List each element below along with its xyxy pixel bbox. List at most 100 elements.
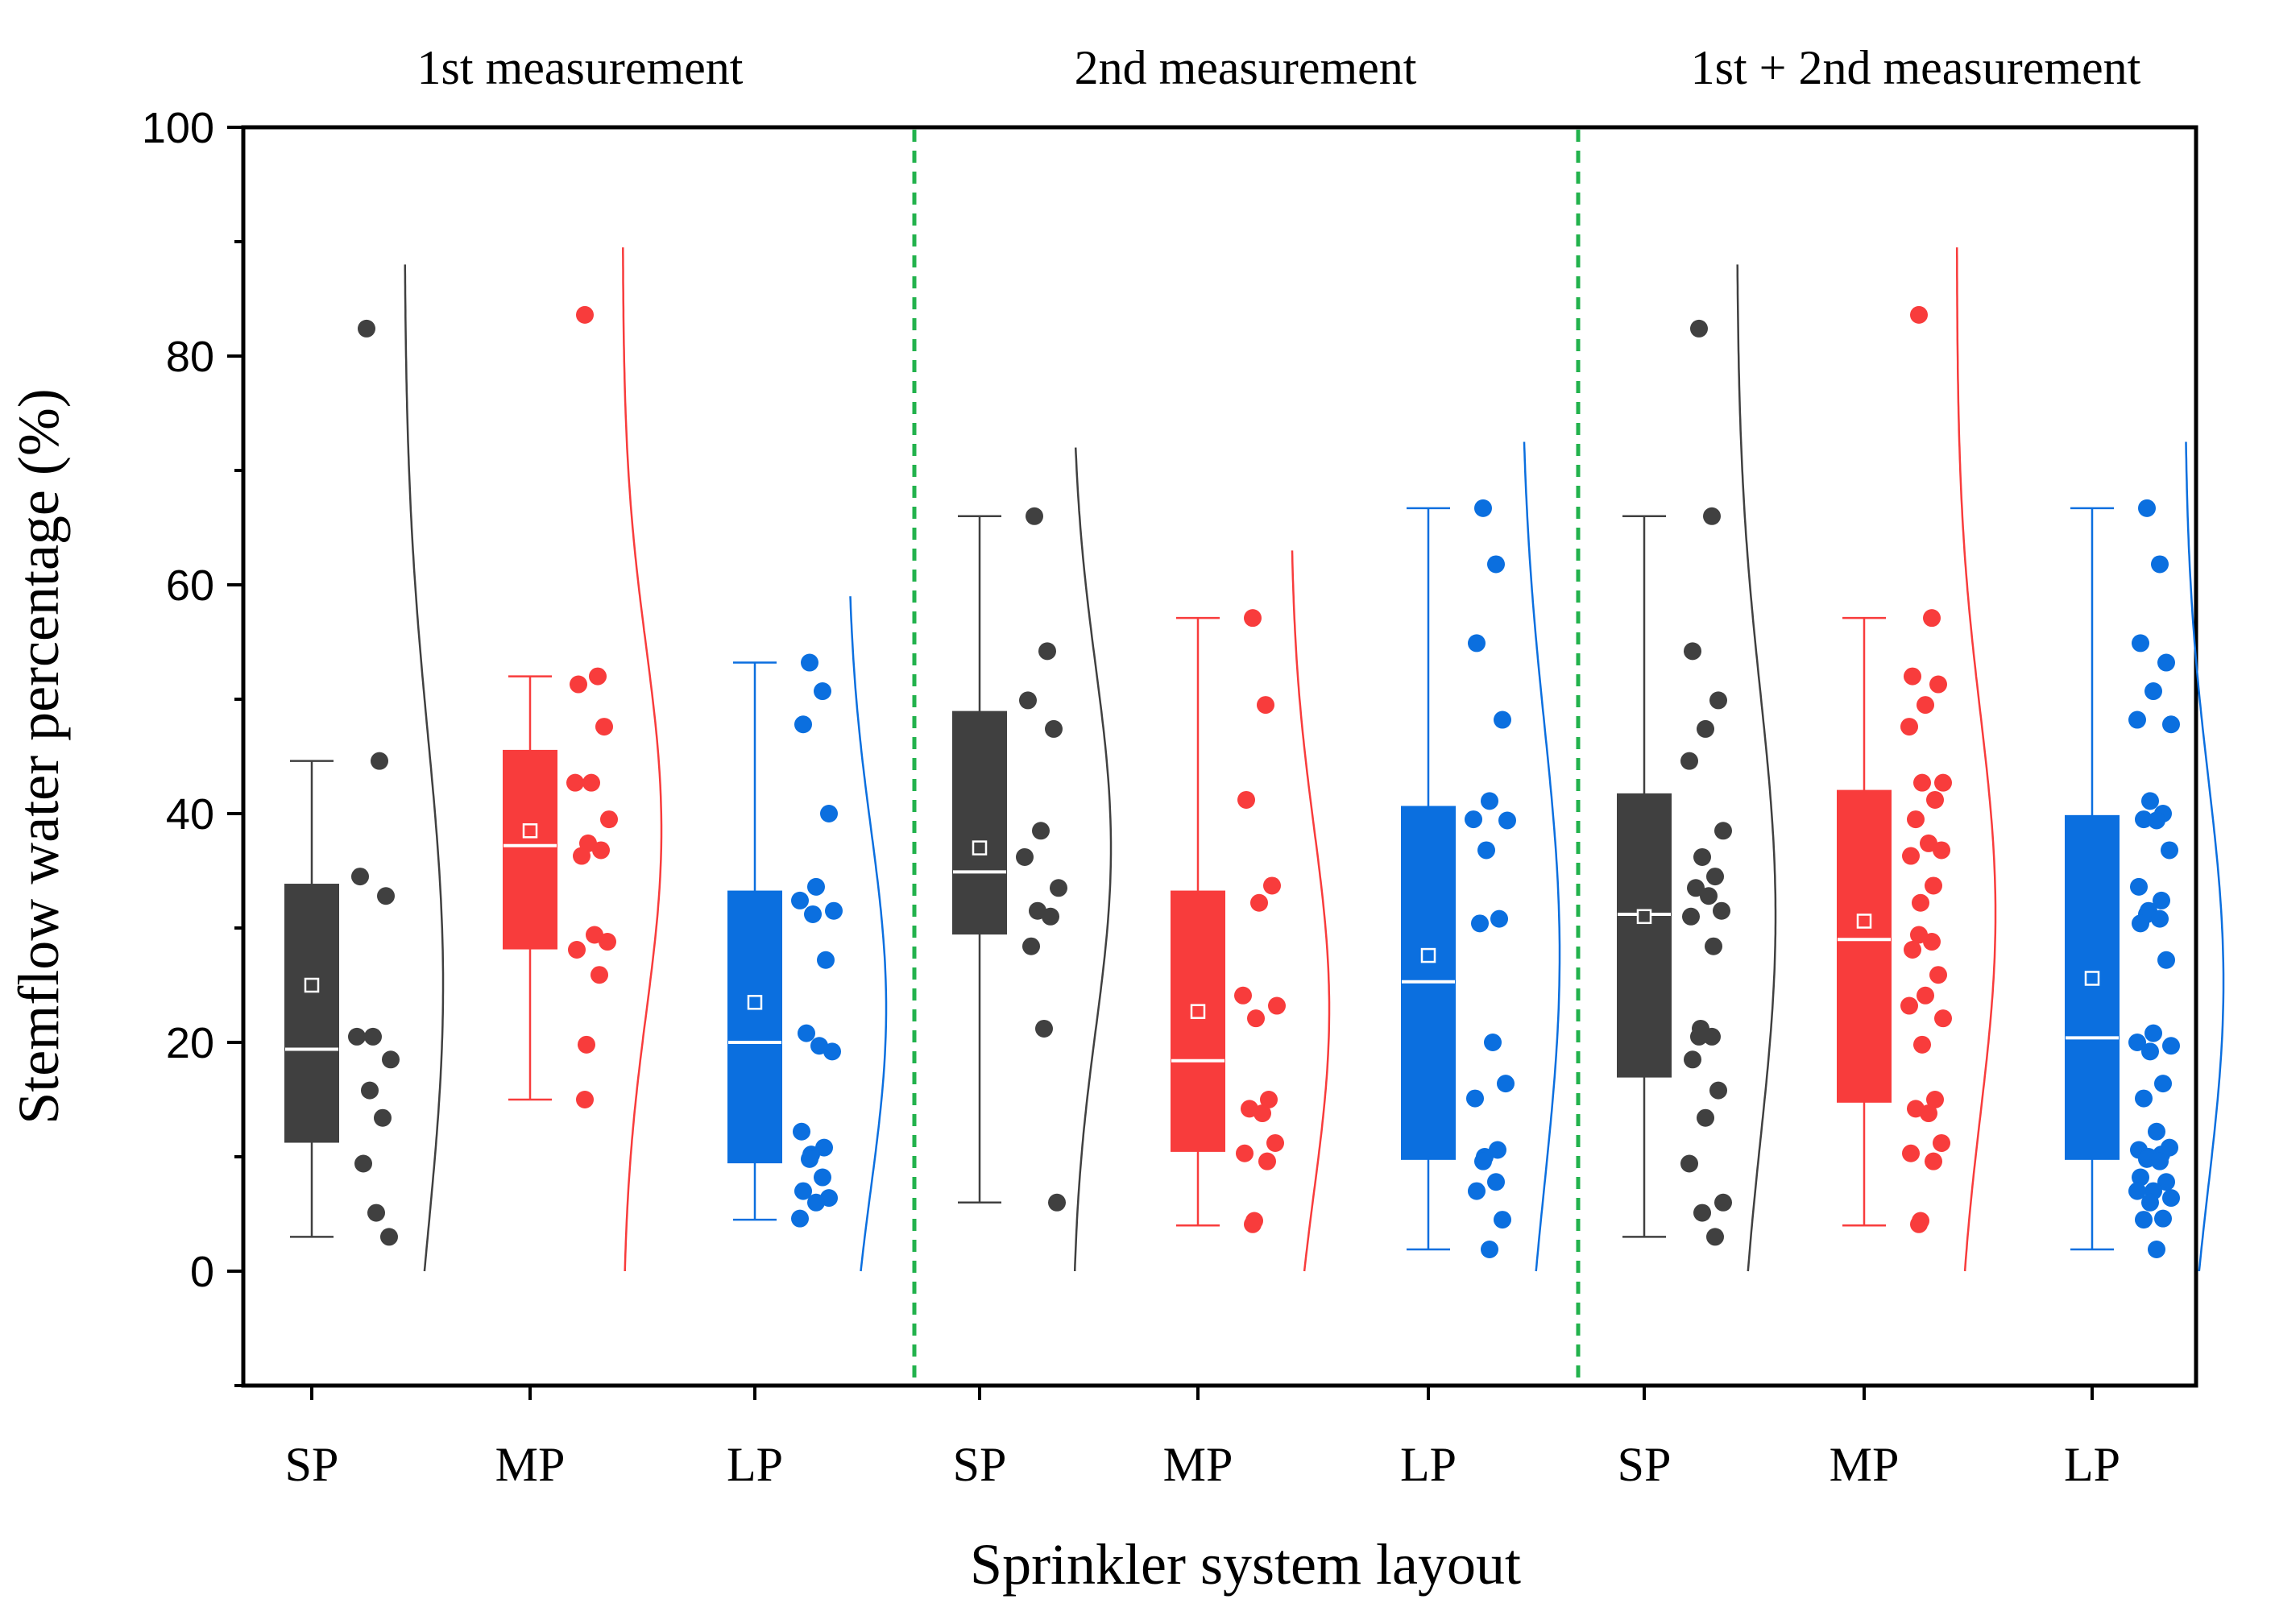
g3-mp-data-point — [1912, 893, 1929, 912]
g1-mp-data-point — [566, 773, 584, 792]
g2-lp-data-point — [1494, 1211, 1511, 1229]
g3-sp-data-point — [1714, 822, 1732, 840]
g1-lp-data-point — [820, 805, 838, 822]
g3-mp-data-point — [1900, 718, 1918, 736]
g3-lp-density-curve — [2185, 441, 2225, 1272]
g1-lp-data-point — [817, 951, 835, 969]
g3-mp-data-point — [1926, 1091, 1944, 1108]
g1-sp-data-point — [354, 1154, 372, 1173]
g3-lp-data-point — [2157, 653, 2175, 672]
g3-sp-data-point — [1693, 1204, 1711, 1222]
g1-mp-box — [503, 749, 557, 950]
g1-lp-data-point — [804, 905, 822, 923]
g1-mp-data-point — [599, 933, 616, 951]
x-tick-label: MP — [1830, 1438, 1900, 1491]
g3-sp-data-point — [1706, 1228, 1724, 1246]
y-tick-label: 60 — [166, 561, 214, 610]
g3-mp-data-point — [1917, 696, 1934, 715]
g3-sp-data-point — [1684, 642, 1701, 661]
x-tick-label: SP — [1618, 1438, 1672, 1491]
g3-mp-data-point — [1934, 1009, 1952, 1028]
g2-mp-data-point — [1257, 696, 1274, 715]
g2-mp-data-point — [1258, 1152, 1276, 1170]
g3-mp-data-point — [1920, 1104, 1937, 1123]
g3-lp-data-point — [2141, 1193, 2159, 1212]
group-title-1: 1st measurement — [417, 41, 744, 94]
g2-lp-data-point — [1497, 1075, 1515, 1093]
g3-lp-data-point — [2130, 877, 2148, 896]
g3-sp-data-point — [1680, 1154, 1698, 1173]
g2-lp-data-point — [1466, 1089, 1484, 1108]
y-tick-label: 100 — [142, 104, 214, 152]
y-axis: 0 20 40 60 80 100 — [142, 104, 243, 1387]
g2-mp-box — [1171, 890, 1225, 1152]
g3-mp-box — [1837, 789, 1892, 1103]
g2-mp-data-point — [1268, 996, 1286, 1015]
g3-sp-data-point — [1697, 719, 1714, 738]
x-tick-label: SP — [953, 1438, 1007, 1491]
g3-sp-data-point — [1709, 1081, 1727, 1100]
g1-sp-data-point — [361, 1081, 379, 1100]
group-titles: 1st measurement 2nd measurement 1st + 2n… — [417, 41, 2141, 94]
g3-sp-data-point — [1684, 1050, 1701, 1069]
g2-sp-mean — [972, 840, 988, 856]
g3-sp-data-point — [1687, 879, 1705, 897]
g1-lp-data-point — [801, 1150, 818, 1168]
g3-lp-data-point — [2141, 1042, 2159, 1061]
g3-sp-box — [1617, 793, 1672, 1078]
g3-lp-data-point — [2135, 810, 2153, 829]
g2-mp-data-point — [1236, 1144, 1254, 1162]
g1-sp-density-curve — [404, 264, 445, 1272]
g3-mp-data-point — [1910, 305, 1928, 324]
g3-lp-data-point — [2128, 1182, 2146, 1200]
g3-lp-data-point — [2162, 715, 2180, 734]
g1-mp-data-point — [589, 667, 607, 686]
g3-mp-data-point — [1923, 609, 1941, 628]
g3-lp-data-point — [2138, 499, 2156, 517]
g1-lp-data-point — [791, 1209, 809, 1228]
g3-sp-data-point — [1690, 319, 1708, 338]
g3-lp-data-point — [2144, 682, 2162, 701]
g2-lp-data-point — [1465, 810, 1482, 829]
g3-mp-data-point — [1925, 1152, 1942, 1170]
g3-lp-data-point — [2148, 811, 2165, 830]
g3-sp-data-point — [1680, 752, 1698, 770]
g2-mp-data-point — [1234, 986, 1252, 1005]
g1-mp-data-point — [568, 940, 586, 959]
g3-mp-data-point — [1929, 966, 1947, 984]
g1-sp-data-point — [371, 752, 388, 770]
g3-sp-data-point — [1706, 868, 1724, 886]
g2-lp-data-point — [1468, 634, 1486, 652]
g1-lp-data-point — [823, 1042, 841, 1061]
g1-sp-data-point — [358, 319, 375, 338]
g3-lp-data-point — [2153, 891, 2170, 909]
g3-mp-data-point — [1926, 790, 1944, 809]
g1-lp-box — [727, 890, 782, 1164]
g3-sp-data-point — [1703, 507, 1721, 525]
x-tick-label: MP — [1163, 1438, 1233, 1491]
g2-mp-mean — [1190, 1004, 1206, 1019]
g2-lp-data-point — [1471, 914, 1489, 933]
g3-mp-data-point — [1907, 810, 1925, 829]
g2-mp-data-point — [1260, 1091, 1278, 1108]
g1-sp-data-point — [377, 887, 395, 905]
g3-sp-data-point — [1693, 847, 1711, 866]
g2-lp-data-point — [1494, 710, 1511, 729]
g2-sp-data-point — [1032, 822, 1050, 840]
g2-lp-mean — [1420, 947, 1436, 963]
g2-mp-data-point — [1263, 876, 1281, 895]
g3-lp-data-point — [2154, 1209, 2172, 1228]
g3-lp-data-point — [2135, 1089, 2153, 1108]
g2-sp-data-point — [1038, 642, 1056, 661]
x-tick-label: SP — [285, 1438, 339, 1491]
g3-lp-mean — [2084, 971, 2100, 986]
g3-lp-data-point — [2144, 1024, 2162, 1042]
g2-lp-data-point — [1481, 1241, 1498, 1259]
g1-lp-data-point — [794, 1182, 812, 1200]
g2-sp-data-point — [1035, 1019, 1053, 1038]
y-tick-label: 40 — [166, 790, 214, 839]
g1-mp-data-point — [576, 1091, 594, 1108]
plot-area — [284, 247, 2225, 1272]
g2-lp-data-point — [1498, 811, 1516, 830]
